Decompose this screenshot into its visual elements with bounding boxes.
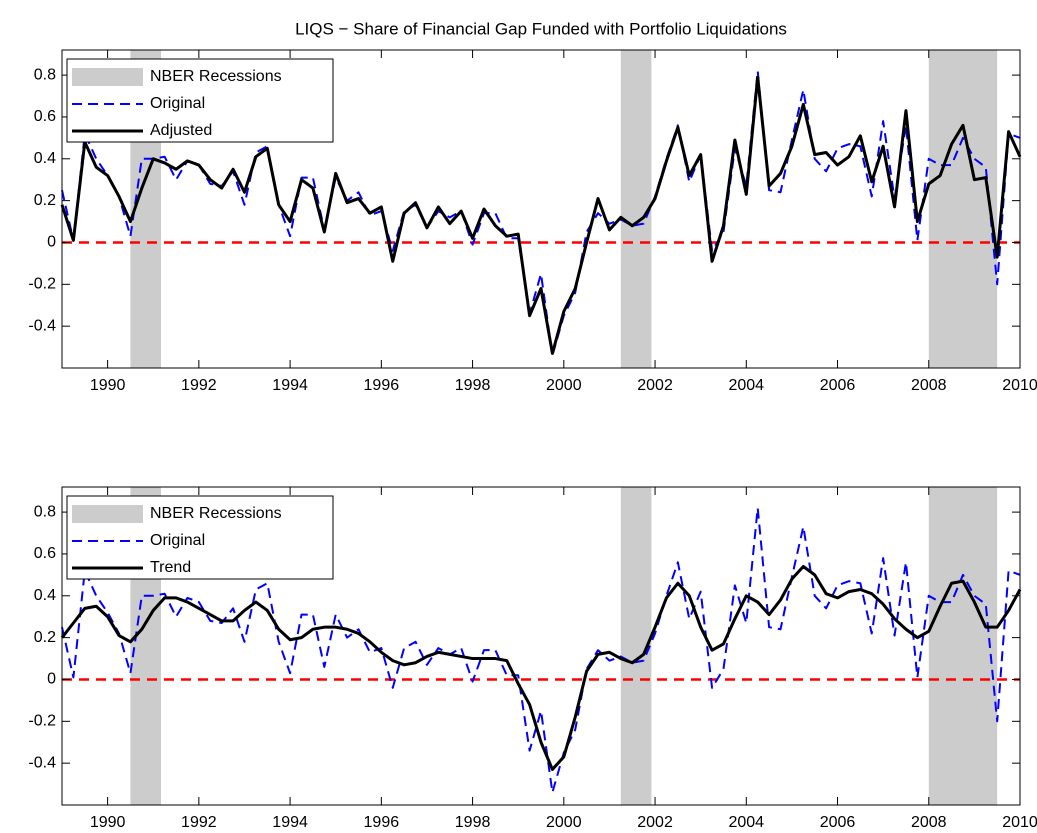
y-tick-label: 0.8 bbox=[34, 503, 56, 520]
legend-label: NBER Recessions bbox=[150, 68, 282, 85]
legend-label: Original bbox=[150, 95, 205, 112]
x-tick-label: 1994 bbox=[272, 377, 308, 394]
x-tick-label: 2002 bbox=[637, 814, 673, 831]
x-tick-label: 1998 bbox=[455, 814, 491, 831]
legend-label: NBER Recessions bbox=[150, 505, 282, 522]
recession-band bbox=[620, 50, 652, 368]
x-tick-label: 2008 bbox=[911, 377, 947, 394]
x-tick-label: 2010 bbox=[1002, 814, 1037, 831]
x-tick-label: 2004 bbox=[728, 814, 764, 831]
legend-label: Trend bbox=[150, 559, 191, 576]
y-tick-label: -0.4 bbox=[28, 317, 56, 334]
x-tick-label: 1998 bbox=[455, 377, 491, 394]
y-tick-label: 0.4 bbox=[34, 587, 56, 604]
x-tick-label: 2000 bbox=[546, 377, 582, 394]
x-tick-label: 1996 bbox=[364, 377, 400, 394]
y-tick-label: 0 bbox=[47, 234, 56, 251]
y-tick-label: -0.4 bbox=[28, 754, 56, 771]
x-tick-label: 2006 bbox=[820, 377, 856, 394]
y-tick-label: 0 bbox=[47, 671, 56, 688]
x-tick-label: 1996 bbox=[364, 814, 400, 831]
series-line bbox=[61, 506, 1021, 794]
x-tick-label: 2006 bbox=[820, 814, 856, 831]
y-tick-label: 0.6 bbox=[34, 545, 56, 562]
y-tick-label: 0.2 bbox=[34, 192, 56, 209]
recession-band bbox=[928, 50, 998, 368]
x-tick-label: 2002 bbox=[637, 377, 673, 394]
y-tick-label: 0.2 bbox=[34, 629, 56, 646]
y-tick-label: 0.4 bbox=[34, 150, 56, 167]
series-line bbox=[60, 75, 1022, 355]
y-tick-label: -0.2 bbox=[28, 276, 56, 293]
y-tick-label: 0.8 bbox=[34, 66, 56, 83]
x-tick-label: 2000 bbox=[546, 814, 582, 831]
recession-band bbox=[928, 487, 998, 805]
y-tick-label: -0.2 bbox=[28, 713, 56, 730]
x-tick-label: 2004 bbox=[728, 377, 764, 394]
x-tick-label: 1994 bbox=[272, 814, 308, 831]
legend-swatch bbox=[72, 68, 143, 86]
x-tick-label: 2008 bbox=[911, 814, 947, 831]
legend-swatch bbox=[72, 505, 143, 523]
legend-label: Adjusted bbox=[150, 122, 212, 139]
x-tick-label: 1990 bbox=[90, 814, 126, 831]
x-tick-label: 2010 bbox=[1002, 377, 1037, 394]
x-tick-label: 1992 bbox=[181, 377, 217, 394]
chart-title: LIQS − Share of Financial Gap Funded wit… bbox=[295, 19, 787, 38]
plot-frame bbox=[61, 49, 1021, 369]
y-tick-label: 0.6 bbox=[34, 108, 56, 125]
plot-frame bbox=[61, 486, 1021, 806]
x-tick-label: 1992 bbox=[181, 814, 217, 831]
legend-label: Original bbox=[150, 532, 205, 549]
x-tick-label: 1990 bbox=[90, 377, 126, 394]
series-line bbox=[60, 565, 1022, 771]
